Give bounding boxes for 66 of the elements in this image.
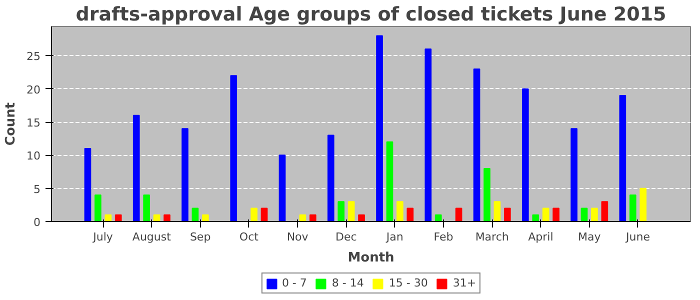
bar — [386, 141, 394, 222]
x-tick-label: April — [528, 230, 554, 244]
y-tick-label: 25 — [26, 50, 41, 64]
bar — [94, 194, 102, 222]
legend-label: 8 - 14 — [332, 276, 364, 290]
y-tick-label: 5 — [34, 182, 40, 196]
bar — [494, 201, 501, 222]
bar — [455, 208, 462, 222]
bar — [434, 214, 442, 222]
bar — [473, 68, 480, 222]
bar — [84, 148, 92, 222]
y-tick-label: 10 — [26, 150, 41, 163]
bar — [570, 128, 578, 222]
bar — [164, 214, 170, 222]
bar — [278, 154, 286, 222]
legend-label: 0 - 7 — [282, 276, 307, 290]
bar — [591, 208, 598, 222]
bar — [202, 214, 209, 222]
x-tick-label: Jan — [385, 230, 404, 244]
bar — [192, 208, 199, 222]
chart-title: drafts-approval Age groups of closed tickets June 2015 — [76, 4, 666, 26]
x-tick-label: Feb — [434, 230, 454, 244]
x-tick-label: March — [475, 230, 509, 244]
bar — [406, 208, 414, 222]
x-tick-label: Nov — [286, 230, 309, 244]
y-tick-label: 20 — [26, 83, 41, 96]
bar — [552, 208, 560, 222]
legend-label: 31+ — [452, 276, 476, 290]
x-tick-label: July — [92, 230, 114, 244]
bar — [522, 88, 529, 222]
x-tick-label: August — [132, 230, 172, 244]
bar — [580, 208, 588, 222]
bar — [182, 128, 188, 222]
bar — [338, 201, 345, 222]
x-axis-title: Month — [348, 250, 394, 266]
x-tick-label: Dec — [336, 230, 357, 244]
bar — [104, 214, 112, 222]
bar — [376, 35, 383, 222]
x-tick-label: June — [625, 230, 650, 244]
bar — [601, 201, 608, 222]
bar — [230, 75, 238, 222]
y-axis-title: Count — [4, 102, 19, 146]
bar — [619, 94, 626, 222]
bar — [542, 208, 550, 222]
bar — [484, 168, 490, 222]
bar — [309, 214, 316, 222]
bar — [358, 214, 365, 222]
bar — [143, 194, 150, 222]
bar — [532, 214, 540, 222]
bar — [504, 208, 511, 222]
bar — [250, 208, 258, 222]
bar — [424, 48, 432, 222]
bar — [640, 188, 647, 222]
x-tick-label: Sep — [190, 230, 211, 244]
legend-label: 15 - 30 — [388, 276, 428, 290]
bar — [114, 214, 122, 222]
bar — [327, 134, 334, 222]
x-tick-label: May — [578, 230, 602, 244]
bar — [260, 208, 268, 222]
y-tick-label: 0 — [34, 216, 40, 229]
y-tick-label: 15 — [26, 116, 41, 130]
bar — [348, 201, 355, 222]
bar — [396, 201, 404, 222]
bar — [132, 114, 140, 222]
bar — [629, 194, 636, 222]
x-tick-label: Oct — [239, 230, 260, 244]
